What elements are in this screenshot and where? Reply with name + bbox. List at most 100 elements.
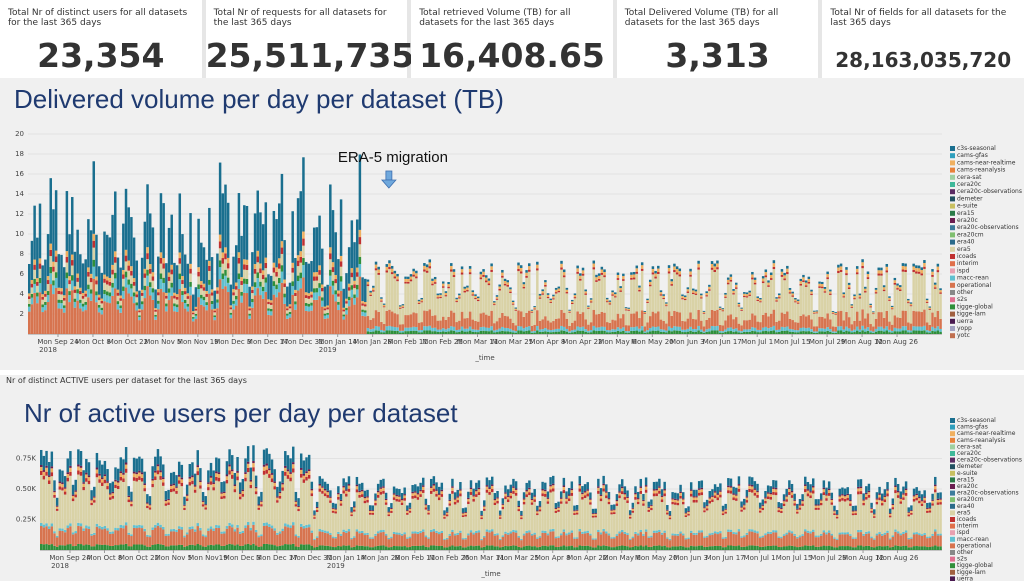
bar-segment-cams-near-realtime [262,466,266,471]
bar-segment-operational [401,324,405,331]
bar-segment-macc-rean [108,531,112,534]
bar-segment-era5 [923,268,926,310]
bar-segment-tigge-global [829,331,832,334]
bar-segment-operational [292,525,295,544]
bar-segment-operational [224,286,227,334]
bar-segment-era5 [60,294,63,300]
bar-segment-era5 [666,514,669,538]
bar-segment-era20c [90,499,93,501]
bar-segment-icoads [376,494,380,498]
bar-segment-operational [132,527,136,545]
bar-segment-c3s-seasonal [448,493,452,500]
bar-segment-icoads [390,272,394,275]
bar-segment-c3s-seasonal [304,261,308,293]
bar-segment-operational [689,312,692,327]
bar-segment-era20c [506,495,510,497]
bar-segment-c3s-seasonal [299,453,303,468]
bar-segment-c3s-seasonal [735,487,738,495]
bar-segment-c3s-seasonal [45,450,48,466]
bar-segment-tigge-global [382,545,385,550]
bar-segment-macc-rean [76,293,79,301]
bar-segment-era5 [546,298,550,321]
bar-segment-c3s-seasonal [79,254,82,288]
bar-segment-era5 [379,494,383,531]
bar-segment-icoads [834,313,837,315]
bar-segment-era5 [339,266,343,277]
bar-segment-icoads [697,267,700,270]
bar-segment-c3s-seasonal [84,259,87,291]
bar-segment-macc-rean [167,292,171,301]
bar-segment-tigge-global [377,330,380,334]
bar-segment-era5 [135,481,138,526]
bar-segment-c3s-seasonal [581,267,585,271]
bar-segment-tigge-global [485,331,488,334]
bar-segment-era20c [260,500,263,502]
bar-segment-cams-near-realtime [270,474,274,479]
bar-segment-icoads [411,495,414,499]
bar-segment-cams-near-realtime [638,287,641,290]
bar-segment-operational [305,527,308,545]
bar-segment-cams-near-realtime [28,293,31,297]
bar-segment-cams-near-realtime [429,487,433,491]
bar-segment-era5 [764,503,767,534]
bar-segment-macc-rean [880,326,883,331]
bar-segment-icoads [600,272,604,275]
bar-segment-c3s-seasonal [339,199,343,256]
bar-segment-macc-rean [445,537,449,540]
bar-segment-tigge-global [299,272,302,279]
bar-segment-tigge-global [111,545,115,550]
bar-segment-operational [246,525,250,544]
bar-segment-era5 [802,282,805,315]
x-tick-label: Mon Sep 24 [37,338,79,346]
bar-segment-icoads [668,517,672,520]
bar-segment-c3s-seasonal [541,481,544,490]
bar-segment-c3s-seasonal [546,293,550,295]
bar-segment-c3s-seasonal [477,480,481,488]
bar-segment-cams-near-realtime [562,272,566,276]
bar-segment-operational [599,534,603,547]
bar-segment-tigge-global [562,545,566,550]
bar-segment-tigge-global [511,332,515,334]
bar-segment-icoads [631,510,635,513]
bar-segment-c3s-seasonal [208,207,211,261]
bar-segment-era20c [817,504,820,506]
bar-segment-cams-near-realtime [50,468,54,473]
bar-segment-tigge-global [299,544,303,550]
legend-swatch [950,232,955,238]
bar-segment-tigge-global [111,282,114,288]
bar-segment-c3s-seasonal [472,488,475,496]
bar-segment-era5 [586,496,589,531]
bar-segment-macc-rean [205,305,208,311]
bar-segment-era20c [201,500,205,502]
bar-segment-icoads [398,499,401,502]
bar-segment-c3s-seasonal [458,293,461,296]
bar-segment-era5 [154,311,157,315]
bar-segment-era5 [477,495,481,531]
bar-segment-cams-near-realtime [772,488,775,492]
bar-segment-macc-rean [216,302,219,309]
bar-segment-macc-rean [628,538,632,540]
bar-segment-macc-rean [132,525,136,528]
bar-segment-era5 [127,270,130,280]
bar-segment-c3s-seasonal [353,501,356,507]
bar-segment-icoads [581,273,585,276]
bar-segment-era5 [834,314,837,327]
bar-segment-c3s-seasonal [683,295,687,298]
bar-segment-tigge-global [175,545,178,550]
bar-segment-tigge-global [721,332,725,334]
bar-segment-era5 [440,496,444,531]
bar-segment-icoads [251,289,254,294]
bar-segment-icoads [812,312,816,314]
bar-segment-icoads [477,492,481,496]
bar-segment-cams-near-realtime [240,277,243,282]
bar-segment-era20c [196,465,199,468]
bar-segment-era5 [483,510,486,536]
bar-segment-macc-rean [196,523,199,527]
bar-segment-era20c [541,489,544,491]
bar-segment-c3s-seasonal [488,480,491,488]
y-tick-label: 16 [15,170,24,178]
bar-segment-era20c [788,487,791,490]
bar-segment-cams-near-realtime [385,266,389,271]
bar-segment-era5 [552,299,555,322]
bar-segment-c3s-seasonal [796,299,800,301]
